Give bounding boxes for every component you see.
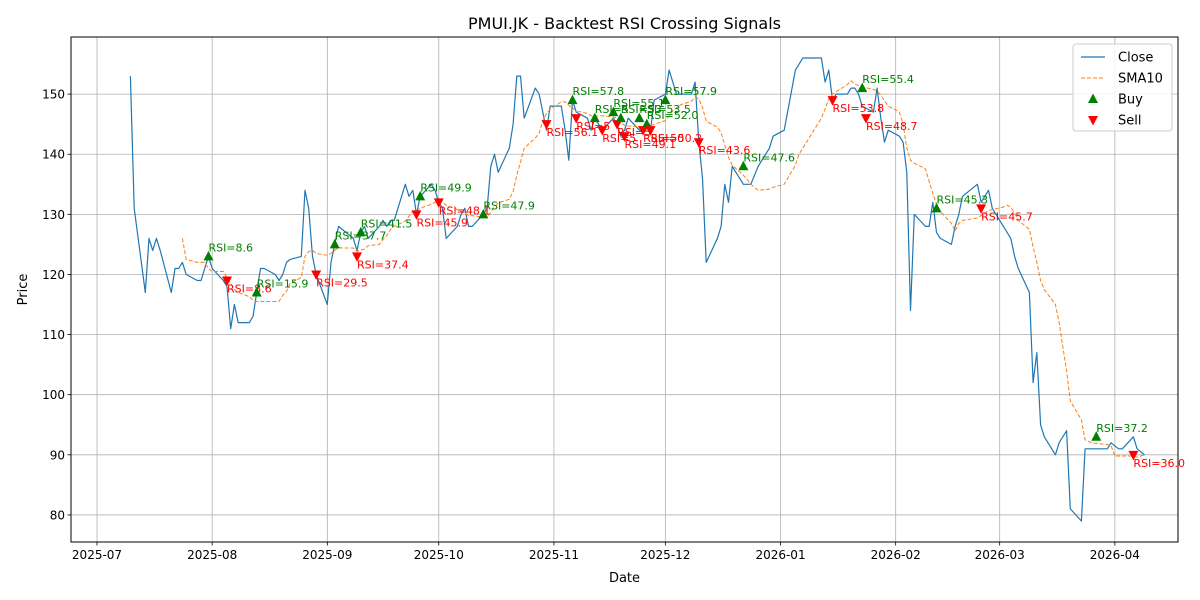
sell-marker [619,132,630,142]
sell-marker [827,96,838,106]
y-axis-ticks: 80 90 100 110 120 130 140 150 [42,88,71,522]
buy-signal-label: RSI=55.1 [613,97,665,110]
x-tick-label: 2026-02 [871,548,921,562]
y-tick-label: 150 [42,88,65,102]
sell-marker [411,210,422,220]
buy-marker [355,226,366,237]
sell-signal-label: RSI=48.7 [866,120,918,133]
buy-signal-label: RSI=45.3 [937,193,989,206]
buy-marker [608,106,619,117]
buy-marker [634,112,645,123]
sell-marker [597,126,608,136]
y-tick-label: 130 [42,208,65,222]
sell-signal-label: RSI=49.1 [625,138,677,151]
buy-marker [857,82,868,93]
sell-signal-label: RSI=36.0 [1133,457,1185,470]
buy-signal-label: RSI=37.2 [1096,422,1148,435]
plot-frame [70,36,1179,543]
legend-label: Buy [1118,93,1143,108]
buy-marker [415,190,426,201]
sell-marker [541,120,552,130]
sell-marker [612,120,623,130]
sell-marker [645,126,656,136]
buy-signal-label: RSI=52.0 [647,109,699,122]
buy-signal-label: RSI=15.9 [257,278,309,291]
sell-marker [638,126,649,136]
buy-marker [738,160,749,171]
sell-marker [693,138,704,148]
sell-signal-label: RSI=43.6 [699,144,751,157]
buy-signal-label: RSI=53 [621,103,662,116]
x-tick-label: 2026-04 [1090,548,1140,562]
close-series-line [129,57,1145,522]
sell-marker [311,270,322,280]
sell-signal-label: RSI=50.2 [651,132,703,145]
buy-marker [478,208,489,219]
legend: Close SMA10 Buy Sell [1072,43,1173,132]
y-tick-label: 120 [42,268,65,282]
y-tick-label: 110 [42,328,65,342]
sell-signal-label: RSI=56.1 [546,126,598,139]
legend-sell-swatch [1088,116,1098,126]
buy-signal-label: RSI=55.4 [862,73,914,86]
x-tick-label: 2025-07 [72,548,122,562]
buy-signal-label: RSI=41.5 [361,217,413,230]
buy-signal-label: RSI=53.5 [639,103,691,116]
x-tick-label: 2026-01 [755,548,805,562]
y-tick-label: 100 [42,388,65,402]
sell-signal-label: RSI=50 [643,132,684,145]
x-tick-label: 2025-10 [414,548,464,562]
sell-signal-label: RSI=45.9 [416,216,468,229]
x-tick-label: 2026-03 [975,548,1025,562]
x-tick-label: 2025-08 [187,548,237,562]
sell-marker [1128,450,1139,461]
legend-label: Sell [1118,114,1141,129]
buy-marker [931,202,942,213]
legend-box [1072,43,1173,132]
signal-layer: RSI=8.6RSI=8.6RSI=15.9RSI=29.5RSI=37.7RS… [203,73,1185,470]
sell-signal-label: RSI=37.4 [357,258,409,271]
buy-signal-label: RSI=47.9 [483,199,535,212]
sell-signal-label: RSI=8.6 [227,282,272,295]
sell-marker [352,252,363,262]
sell-marker [860,114,871,124]
y-axis-label: Price [16,274,31,306]
buy-signal-label: RSI=57.8 [572,85,624,98]
x-tick-label: 2025-09 [302,548,352,562]
y-tick-label: 90 [50,448,65,462]
sell-signal-label: RSI=48.1 [439,204,491,217]
sell-signal-label: RSI=53.8 [833,102,885,115]
sell-marker [222,276,233,286]
buy-marker [567,94,578,105]
buy-marker [589,112,600,123]
buy-signal-label: RSI=47.6 [743,151,795,164]
x-tick-label: 2025-11 [529,548,579,562]
sell-marker [976,204,987,214]
sell-marker [571,114,582,124]
buy-marker [641,118,652,129]
x-axis-label: Date [609,571,640,586]
legend-label: Close [1118,51,1153,66]
chart-title: PMUI.JK - Backtest RSI Crossing Signals [468,14,781,33]
sell-marker [433,198,444,208]
buy-marker [329,238,340,249]
buy-marker [203,250,214,261]
buy-signal-label: RSI=8.6 [208,241,253,254]
legend-buy-swatch [1088,93,1098,103]
buy-signal-label: RSI=49.9 [420,181,472,194]
y-tick-label: 80 [50,508,65,522]
grid-lines [71,37,1178,542]
buy-marker [1091,431,1102,441]
legend-label: SMA10 [1118,72,1163,87]
buy-marker [251,287,262,297]
sell-signal-label: RSI=45.7 [981,210,1033,223]
x-tick-label: 2025-12 [640,548,690,562]
x-axis-ticks: 2025-07 2025-08 2025-09 2025-10 2025-11 2025-… [72,542,1140,562]
buy-marker [615,112,626,123]
sell-signal-label: RSI=29.5 [316,276,368,289]
buy-signal-label: RSI=57.9 [665,85,717,98]
y-tick-label: 140 [42,148,65,162]
buy-marker [660,94,671,105]
